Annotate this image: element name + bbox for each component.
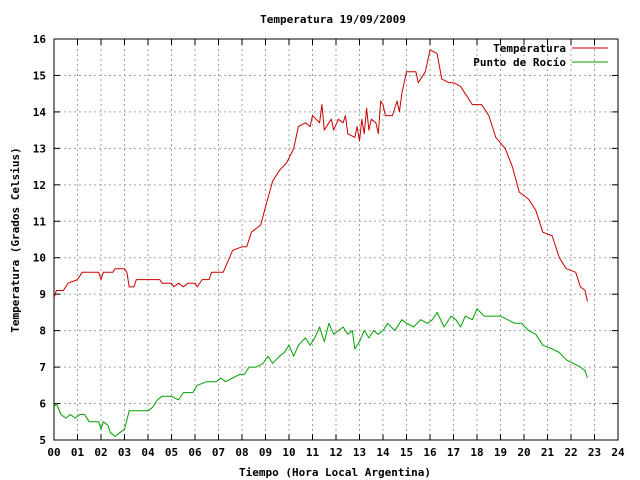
y-tick-label: 14	[33, 106, 47, 119]
grid	[54, 39, 618, 440]
y-tick-label: 12	[33, 179, 46, 192]
x-tick-label: 21	[541, 446, 555, 459]
x-tick-label: 16	[423, 446, 437, 459]
series-line-punto-de-rocio	[53, 308, 588, 437]
series-lines	[53, 49, 588, 437]
x-tick-label: 24	[611, 446, 625, 459]
x-tick-label: 05	[165, 446, 178, 459]
chart-title: Temperatura 19/09/2009	[260, 13, 406, 26]
y-tick-label: 13	[33, 142, 46, 155]
x-tick-label: 13	[353, 446, 366, 459]
legend-label: Temperatura	[493, 42, 566, 55]
x-tick-label: 01	[71, 446, 85, 459]
x-tick-label: 00	[47, 446, 60, 459]
x-tick-label: 18	[470, 446, 483, 459]
y-tick-label: 15	[33, 69, 46, 82]
x-tick-label: 17	[447, 446, 460, 459]
x-tick-label: 06	[188, 446, 202, 459]
x-tick-label: 19	[494, 446, 507, 459]
x-tick-label: 15	[400, 446, 413, 459]
x-tick-label: 07	[212, 446, 225, 459]
x-tick-label: 14	[376, 446, 390, 459]
x-tick-label: 03	[118, 446, 131, 459]
x-tick-label: 04	[141, 446, 155, 459]
y-axis-title: Temperatura (Grados Celsius)	[9, 147, 22, 332]
y-tick-label: 11	[33, 215, 47, 228]
y-tick-label: 16	[33, 33, 47, 46]
y-tick-label: 5	[39, 434, 46, 447]
x-tick-label: 22	[564, 446, 577, 459]
x-axis: 00 01 02 03 04 05 06 07 08 09 10 11 12 13 14 15 16 17 18 19…	[47, 39, 625, 459]
x-tick-label: 08	[235, 446, 248, 459]
y-tick-label: 6	[39, 398, 46, 411]
x-tick-label: 12	[329, 446, 342, 459]
series-line-temperatura	[53, 49, 588, 302]
y-axis: 5 6 7 8 9 10 11 12 13 14 15 16	[33, 33, 618, 447]
legend-label: Punto de Rocío	[473, 56, 566, 69]
x-tick-label: 02	[94, 446, 107, 459]
x-tick-label: 09	[259, 446, 272, 459]
x-axis-title: Tiempo (Hora Local Argentina)	[239, 466, 431, 479]
y-tick-label: 10	[33, 252, 46, 265]
y-tick-label: 8	[39, 325, 46, 338]
y-tick-label: 7	[39, 361, 46, 374]
y-tick-label: 9	[39, 288, 46, 301]
x-tick-label: 23	[588, 446, 601, 459]
x-tick-label: 20	[517, 446, 530, 459]
x-tick-label: 11	[306, 446, 320, 459]
x-tick-label: 10	[282, 446, 295, 459]
